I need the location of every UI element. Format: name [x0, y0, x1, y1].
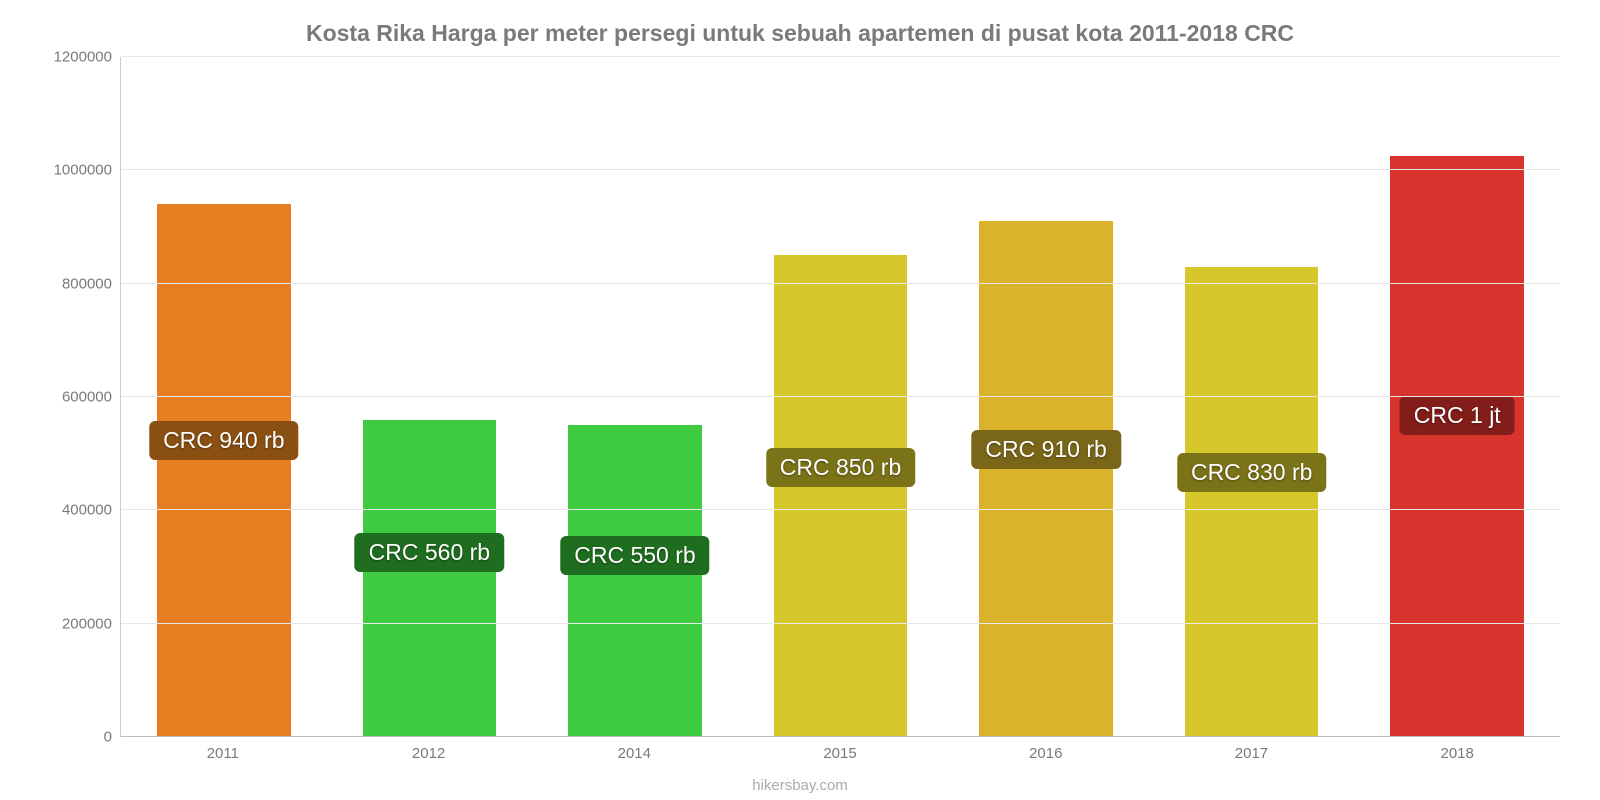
bar-slot: CRC 830 rb — [1149, 57, 1355, 737]
x-axis: 2011201220142015201620172018 — [120, 737, 1560, 762]
bar: CRC 550 rb — [568, 425, 702, 737]
x-tick: 2011 — [120, 745, 326, 762]
gridline — [121, 396, 1560, 397]
value-label: CRC 1 jt — [1400, 396, 1515, 435]
x-tick: 2016 — [943, 745, 1149, 762]
bar: CRC 850 rb — [774, 255, 908, 737]
y-tick: 600000 — [62, 389, 112, 406]
y-tick: 0 — [104, 729, 112, 746]
bar-slot: CRC 550 rb — [532, 57, 738, 737]
value-label: CRC 910 rb — [971, 430, 1120, 469]
gridline — [121, 509, 1560, 510]
gridline — [121, 169, 1560, 170]
x-tick: 2018 — [1354, 745, 1560, 762]
x-tick: 2017 — [1149, 745, 1355, 762]
y-tick: 200000 — [62, 615, 112, 632]
y-tick: 1200000 — [54, 49, 112, 66]
y-tick: 1000000 — [54, 162, 112, 179]
y-tick: 800000 — [62, 275, 112, 292]
bar-slot: CRC 850 rb — [738, 57, 944, 737]
plot-area: CRC 940 rb CRC 560 rb CRC 550 rb CRC 850 rb… — [120, 57, 1560, 737]
y-tick: 400000 — [62, 502, 112, 519]
bar: CRC 910 rb — [979, 221, 1113, 737]
bar-slot: CRC 940 rb — [121, 57, 327, 737]
value-label: CRC 550 rb — [560, 536, 709, 575]
value-label: CRC 830 rb — [1177, 453, 1326, 492]
plot: 020000040000060000080000010000001200000 … — [40, 57, 1560, 737]
chart-container: Kosta Rika Harga per meter persegi untuk… — [0, 0, 1600, 800]
source-label: hikersbay.com — [752, 777, 848, 794]
value-label: CRC 850 rb — [766, 448, 915, 487]
gridline — [121, 283, 1560, 284]
bars-layer: CRC 940 rb CRC 560 rb CRC 550 rb CRC 850 rb… — [121, 57, 1560, 737]
x-tick: 2012 — [326, 745, 532, 762]
y-axis: 020000040000060000080000010000001200000 — [40, 57, 120, 737]
bar: CRC 560 rb — [363, 420, 497, 737]
bar-slot: CRC 560 rb — [327, 57, 533, 737]
bar-slot: CRC 910 rb — [943, 57, 1149, 737]
x-baseline — [121, 736, 1560, 737]
value-label: CRC 940 rb — [149, 421, 298, 460]
bar: CRC 940 rb — [157, 204, 291, 737]
bar: CRC 830 rb — [1185, 267, 1319, 737]
gridline — [121, 623, 1560, 624]
bar-slot: CRC 1 jt — [1354, 57, 1560, 737]
gridline — [121, 56, 1560, 57]
bar: CRC 1 jt — [1390, 156, 1524, 737]
chart-title: Kosta Rika Harga per meter persegi untuk… — [40, 20, 1560, 47]
value-label: CRC 560 rb — [355, 533, 504, 572]
x-tick: 2015 — [737, 745, 943, 762]
x-tick: 2014 — [531, 745, 737, 762]
